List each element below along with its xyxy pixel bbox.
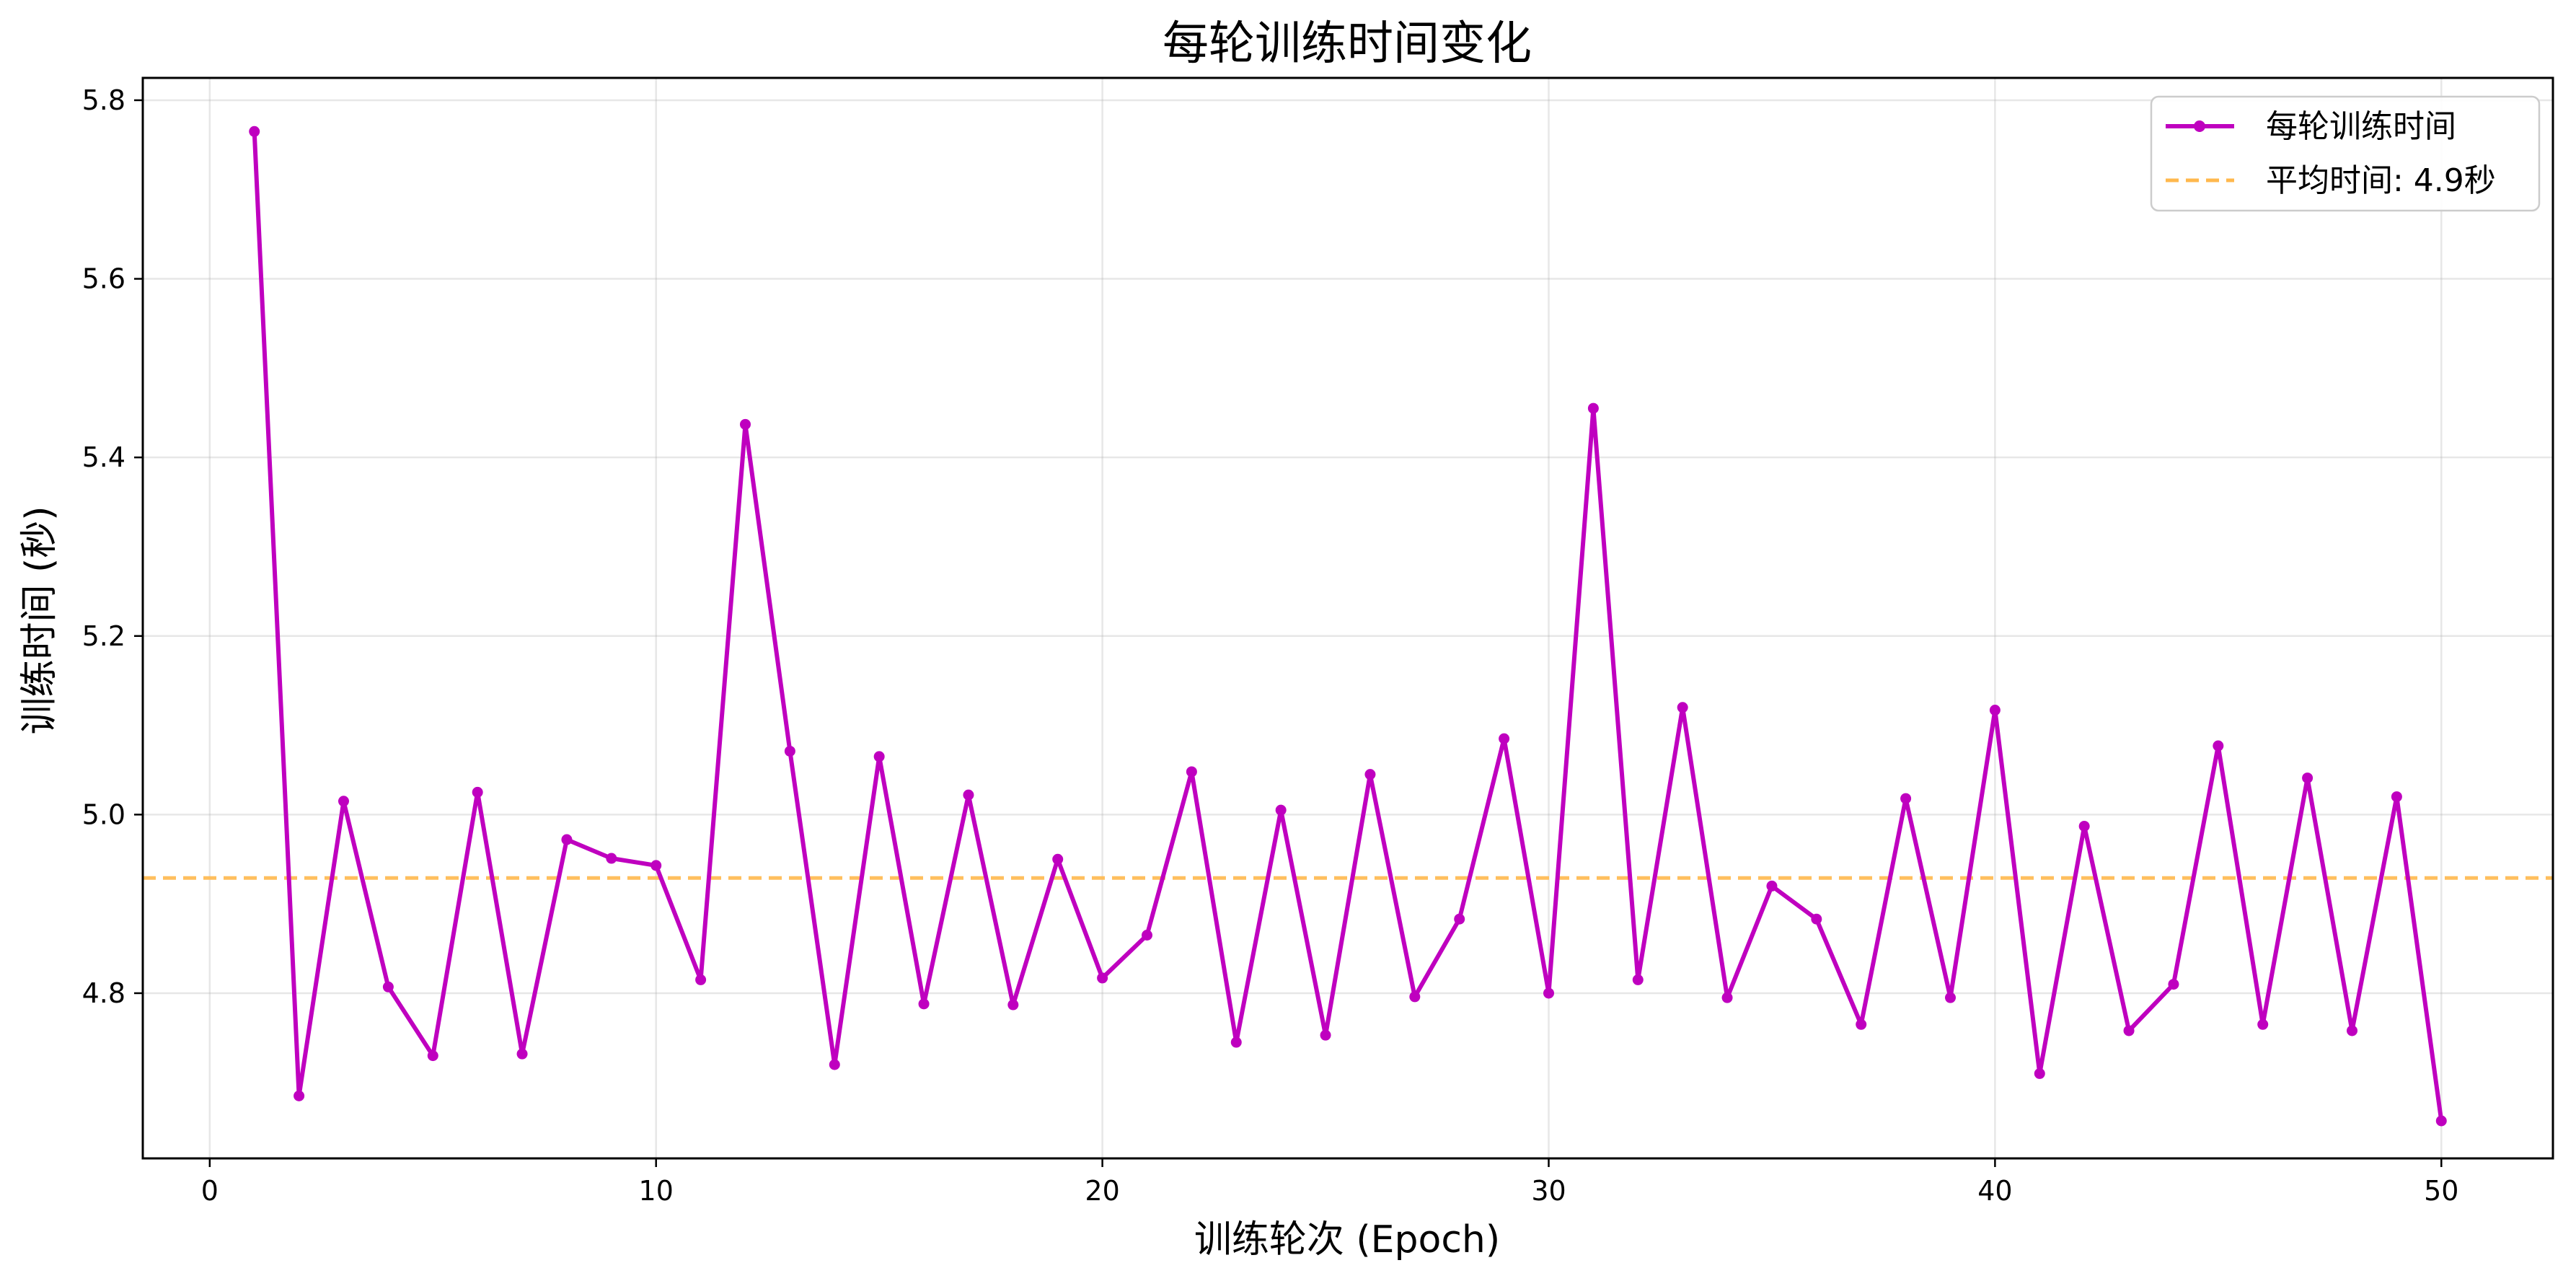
- data-point: [1142, 929, 1152, 941]
- data-point: [1632, 974, 1644, 985]
- data-point: [963, 789, 974, 801]
- legend-reference-label: 平均时间: 4.9秒: [2266, 162, 2496, 199]
- data-point: [1856, 1018, 1867, 1030]
- x-tick-label: 0: [201, 1175, 219, 1207]
- legend-series-label: 每轮训练时间: [2266, 108, 2456, 145]
- chart-title: 每轮训练时间变化: [1163, 17, 1532, 71]
- data-point: [1989, 705, 2001, 716]
- x-tick-label: 10: [639, 1175, 674, 1207]
- legend-box: [2150, 95, 2541, 212]
- data-point: [2347, 1025, 2357, 1036]
- x-tick-label: 30: [1531, 1175, 1566, 1207]
- data-point: [1499, 733, 1510, 744]
- data-point: [1275, 804, 1287, 816]
- data-point: [918, 998, 930, 1010]
- y-tick-label: 5.8: [82, 84, 125, 116]
- x-tick-label: 20: [1085, 1175, 1119, 1207]
- data-point: [1900, 793, 1912, 804]
- data-point: [516, 1048, 528, 1060]
- data-point: [1230, 1036, 1242, 1048]
- data-point: [427, 1050, 438, 1062]
- data-point: [338, 796, 349, 807]
- data-point: [606, 853, 617, 864]
- data-point: [2078, 820, 2090, 832]
- data-point: [1007, 999, 1019, 1011]
- y-tick-label: 5.4: [82, 441, 125, 473]
- data-point: [1454, 913, 1465, 925]
- data-point: [2391, 791, 2402, 803]
- series-line: [252, 131, 2444, 1122]
- data-point: [829, 1059, 840, 1070]
- legend-series-marker: [2194, 120, 2205, 132]
- data-point: [784, 745, 795, 757]
- legend: 每轮训练时间 平均时间: 4.9秒: [2150, 95, 2541, 212]
- data-point: [2213, 740, 2224, 752]
- data-point: [249, 126, 260, 137]
- y-tick-label: 5.2: [82, 620, 125, 652]
- data-point: [2034, 1068, 2045, 1079]
- data-point: [695, 974, 707, 985]
- data-point: [873, 751, 885, 762]
- data-point: [2257, 1018, 2269, 1030]
- data-point: [294, 1090, 305, 1101]
- data-point: [1587, 402, 1599, 414]
- data-point: [650, 860, 662, 871]
- data-point: [1721, 992, 1733, 1003]
- data-point: [1811, 913, 1822, 925]
- tick-layer: 0 10 20 30 40 50 4.8 5.0 5.2 5.4 5.6 5.8: [82, 84, 2459, 1207]
- y-tick-label: 5.0: [82, 798, 125, 830]
- data-point: [472, 786, 483, 798]
- data-point: [382, 981, 394, 992]
- y-axis-label: 训练时间 (秒): [18, 506, 61, 734]
- grid: [143, 78, 2553, 1158]
- data-point: [1364, 769, 1376, 780]
- data-point: [1945, 992, 1956, 1003]
- x-axis-label: 训练轮次 (Epoch): [1194, 1218, 1500, 1262]
- data-point: [2168, 979, 2179, 990]
- data-point: [1052, 853, 1064, 865]
- data-point: [740, 418, 751, 430]
- plot-frame: [141, 76, 2554, 1160]
- series-layer: [249, 126, 2447, 1127]
- y-tick-label: 5.6: [82, 263, 125, 295]
- data-point: [1677, 702, 1688, 713]
- data-point: [2302, 772, 2313, 784]
- data-point: [2435, 1115, 2447, 1127]
- data-point: [2123, 1025, 2135, 1036]
- x-tick-label: 50: [2424, 1175, 2458, 1207]
- data-point: [1097, 972, 1108, 984]
- data-point: [561, 834, 573, 845]
- data-point: [1766, 880, 1778, 892]
- data-point: [1543, 987, 1554, 999]
- data-point: [1320, 1029, 1331, 1041]
- y-tick-label: 4.8: [82, 977, 125, 1009]
- data-point: [1186, 766, 1197, 778]
- data-point: [1409, 991, 1421, 1003]
- x-tick-label: 40: [1977, 1175, 2012, 1207]
